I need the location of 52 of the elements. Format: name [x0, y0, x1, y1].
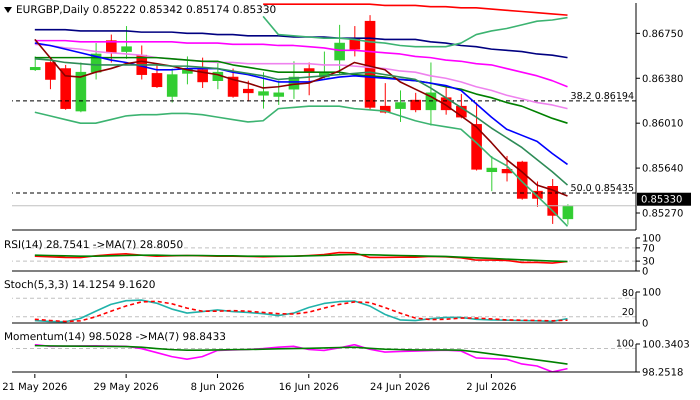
- x-tick-label: 16 Jun 2026: [278, 382, 339, 393]
- candlestick: [426, 62, 436, 126]
- y-tick-label: 0.86750: [642, 28, 684, 40]
- y-tick-label: 70: [642, 243, 655, 254]
- ref-line-label: 20: [622, 306, 634, 318]
- candlestick: [30, 56, 41, 72]
- ref-line-label: 38.2 0.86194: [570, 90, 634, 102]
- candlestick: [334, 24, 345, 76]
- candlestick: [502, 155, 512, 182]
- x-tick-label: 29 May 2026: [94, 382, 159, 393]
- y-tick-label: 100: [642, 234, 662, 245]
- y-tick-label: 0.86380: [642, 74, 684, 85]
- chart-title: EURGBP,Daily 0.85222 0.85342 0.85174 0.85330: [16, 4, 276, 16]
- line-series: [34, 105, 568, 228]
- candlestick: [152, 63, 162, 88]
- ref-line-label: 100: [616, 338, 634, 350]
- ref-line-label: 50.0 0.85435: [570, 182, 634, 194]
- y-tick-label: 98.2518: [642, 368, 684, 379]
- candlestick: [395, 90, 406, 122]
- candlestick: [45, 60, 56, 90]
- line-series: [34, 28, 568, 58]
- y-tick-label: 0: [642, 318, 648, 330]
- candlestick: [258, 72, 269, 110]
- y-tick-label: 0.85270: [642, 208, 684, 220]
- ref-line-label: 0.85330: [641, 194, 682, 206]
- x-tick-label: 2 Jul 2026: [466, 382, 517, 393]
- line-series: [34, 40, 568, 88]
- candlestick: [228, 68, 238, 98]
- candlestick: [562, 204, 574, 226]
- x-tick-label: 21 May 2026: [2, 382, 68, 393]
- line-series: [34, 42, 568, 166]
- candlestick: [410, 92, 422, 113]
- candlestick: [273, 80, 284, 106]
- line-series: [34, 344, 568, 365]
- y-tick-label: 0.85640: [642, 164, 684, 175]
- y-tick-label: 100.3403: [642, 340, 690, 351]
- ref-line-label: 80: [622, 288, 634, 300]
- chart-title: Stoch(5,3,3) 14.1254 9.1620: [4, 279, 156, 291]
- x-tick-label: 24 Jun 2026: [370, 382, 430, 393]
- candlestick: [486, 155, 498, 192]
- y-tick-label: 30: [642, 256, 655, 268]
- y-tick-label: 0.86010: [642, 118, 684, 130]
- candlestick: [121, 26, 132, 60]
- chart-title: RSI(14) 28.7541 ->MA(7) 28.8050: [4, 239, 184, 251]
- y-tick-label: 100: [642, 288, 662, 299]
- x-tick-label: 8 Jun 2026: [190, 382, 244, 393]
- line-series: [34, 344, 568, 372]
- line-series: [34, 38, 568, 197]
- y-tick-label: 0: [642, 266, 648, 278]
- candlestick: [166, 68, 178, 104]
- chart-title: Momentum(14) 98.5028 ->MA(7) 98.8433: [4, 331, 226, 343]
- candlestick: [242, 80, 254, 102]
